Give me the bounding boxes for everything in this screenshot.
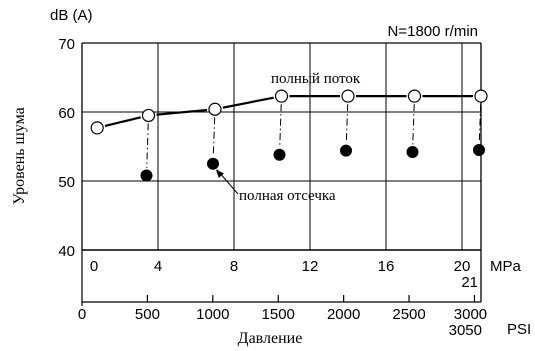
mpa-unit-label: MPa [490, 258, 522, 275]
drop-line [412, 104, 415, 145]
y-tick-label: 70 [58, 36, 75, 53]
drop-line [478, 104, 482, 143]
full-flow-point [141, 108, 156, 123]
full-cutoff-point [473, 143, 485, 156]
full-flow-point [90, 121, 104, 135]
curves [104, 95, 482, 169]
full-flow-annotation: полный поток [271, 71, 361, 87]
full-flow-point [474, 89, 488, 103]
full-flow-point [274, 89, 289, 103]
psi-axis [81, 250, 481, 306]
psi-tick-label: 1000 [196, 306, 229, 323]
mpa-tick-label: 21 [461, 274, 478, 291]
full-cutoff-point [207, 157, 219, 170]
mpa-tick-label: 4 [154, 258, 162, 275]
mpa-tick-label: 12 [302, 258, 319, 275]
psi-tick-label: 3000 [454, 306, 487, 323]
mpa-tick-label: 20 [454, 258, 471, 275]
drop-line [345, 104, 349, 144]
full-cutoff-annotation: полная отсечка [239, 188, 336, 204]
full-cutoff-point [340, 144, 352, 157]
full-flow-line-segment [104, 116, 141, 128]
drop-line [146, 123, 149, 169]
psi-tick-label: 500 [135, 306, 160, 323]
drop-line [212, 117, 216, 157]
speed-label: N=1800 r/min [388, 23, 478, 40]
y-tick-label: 60 [58, 105, 75, 122]
psi-tick-label: 3050 [449, 322, 482, 339]
top-left-unit-label: dB (A) [50, 7, 93, 24]
mpa-tick-label: 0 [90, 258, 98, 275]
psi-tick-label: 0 [78, 306, 86, 323]
drop-line [279, 104, 282, 148]
full-flow-point [407, 89, 422, 103]
y-tick-label: 50 [58, 174, 75, 191]
psi-tick-label: 2500 [392, 306, 425, 323]
plot-frame [81, 42, 482, 302]
y-tick-label: 40 [58, 243, 75, 260]
markers [90, 89, 488, 182]
cutoff-arrowhead [216, 169, 224, 179]
full-cutoff-point [140, 169, 153, 182]
full-flow-point [341, 89, 355, 103]
psi-unit-label: PSI [507, 321, 531, 338]
full-flow-line-segment [222, 96, 274, 109]
full-flow-line-segment [156, 108, 208, 116]
mpa-tick-label: 16 [378, 258, 395, 275]
x-axis-label: Давление [238, 330, 303, 347]
full-flow-point [208, 102, 222, 116]
full-cutoff-point [406, 146, 419, 159]
full-cutoff-point [273, 148, 286, 161]
psi-tick-label: 2000 [327, 306, 360, 323]
psi-tick-label: 1500 [262, 306, 295, 323]
y-axis-label: Уровень шума [11, 107, 28, 205]
mpa-tick-label: 8 [230, 258, 238, 275]
